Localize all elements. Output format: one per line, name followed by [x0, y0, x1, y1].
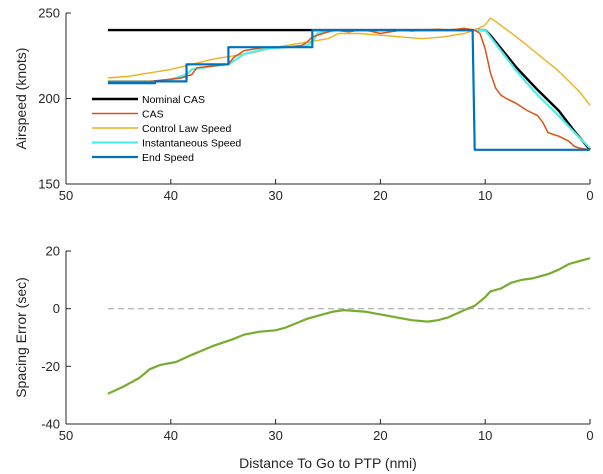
airspeed-series-group	[107, 17, 591, 151]
spacing-error-plot-area	[66, 251, 590, 424]
spacing-error-y-tick-label: 20	[46, 244, 60, 259]
spacing-error-x-ticks: 50 40 30 20 10 0	[59, 419, 594, 443]
airspeed-x-tick-label: 30	[268, 188, 282, 203]
airspeed-y-tick-label: 150	[38, 177, 60, 192]
spacing-error-y-tick-label: -20	[41, 359, 60, 374]
legend-label-control-law-speed: Control Law Speed	[142, 123, 231, 135]
end-speed-line	[107, 29, 590, 151]
legend-label-nominal-cas: Nominal CAS	[142, 94, 205, 106]
airspeed-x-tick-label: 50	[59, 188, 73, 203]
airspeed-y-tick-label: 250	[38, 6, 60, 21]
spacing-error-x-tick-label: 20	[373, 428, 387, 443]
spacing-error-axis-box	[65, 251, 590, 425]
airspeed-x-tick-label: 20	[373, 188, 387, 203]
spacing-error-x-tick-label: 0	[586, 428, 593, 443]
control-law-speed-line	[107, 17, 591, 106]
legend-label-cas: CAS	[142, 109, 164, 121]
spacing-error-series-group	[107, 257, 591, 395]
legend-label-end-speed: End Speed	[142, 152, 194, 164]
legend: Nominal CAS CAS Control Law Speed Instantan…	[92, 94, 241, 164]
spacing-error-x-tick-label: 50	[59, 428, 73, 443]
spacing-error-y-tick-label: 0	[53, 301, 60, 316]
airspeed-x-ticks: 50 40 30 20 10 0	[59, 179, 594, 203]
spacing-error-chart: 50 40 30 20 10 0 -40 -20 0 20 Spacing Error (sec…	[13, 244, 594, 472]
airspeed-x-tick-label: 0	[586, 188, 593, 203]
legend-label-instantaneous-speed: Instantaneous Speed	[142, 138, 241, 150]
airspeed-y-ticks: 150 200 250	[38, 6, 71, 192]
airspeed-x-tick-label: 10	[478, 188, 492, 203]
spacing-error-x-tick-label: 40	[164, 428, 178, 443]
spacing-error-y-ticks: -40 -20 0 20	[41, 244, 71, 432]
spacing-error-y-tick-label: -40	[41, 417, 60, 432]
airspeed-plot-area	[66, 13, 590, 184]
airspeed-x-tick-label: 40	[164, 188, 178, 203]
spacing-error-y-axis-label: Spacing Error (sec)	[13, 277, 29, 398]
spacing-error-x-tick-label: 10	[478, 428, 492, 443]
spacing-error-x-tick-label: 30	[268, 428, 282, 443]
airspeed-y-tick-label: 200	[38, 91, 60, 106]
x-axis-label: Distance To Go to PTP (nmi)	[239, 455, 417, 471]
spacing-error-line	[107, 257, 591, 395]
airspeed-y-axis-label: Airspeed (knots)	[13, 48, 29, 150]
